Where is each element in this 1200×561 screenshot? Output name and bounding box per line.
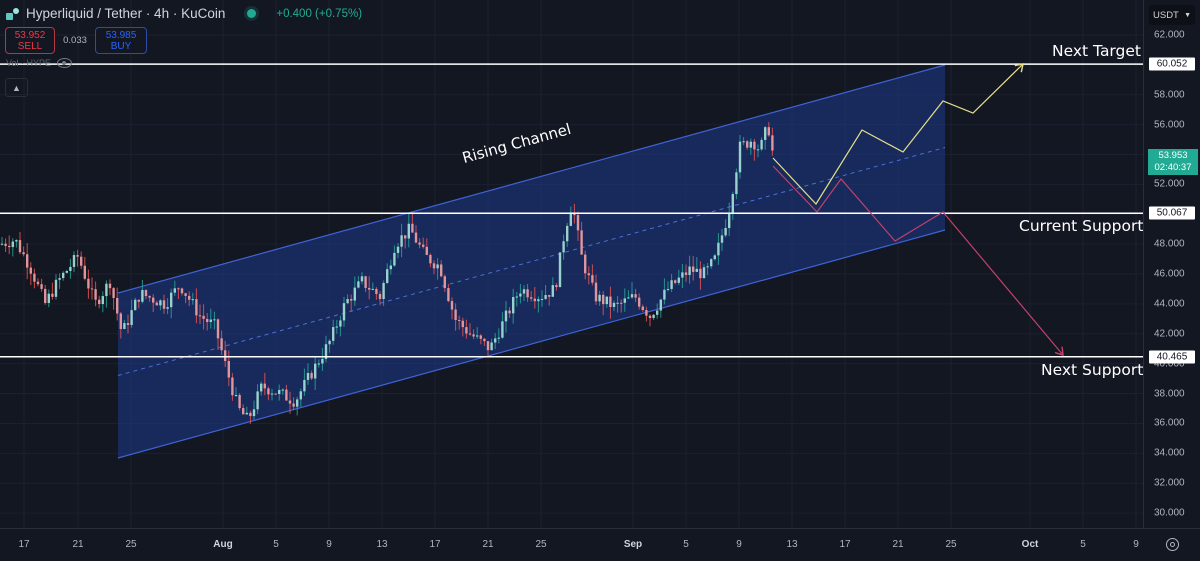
buy-label: BUY [110,40,132,52]
volume-indicator[interactable]: Vol · HYPE [6,58,73,68]
collapse-button[interactable]: ▲ [5,78,28,97]
time-tick: Aug [213,539,233,550]
time-tick: 5 [273,539,279,550]
current-price-badge: 53.953 02:40:37 [1148,149,1198,175]
next-target-label: Next Target [1052,42,1141,60]
settings-gear-icon[interactable] [1166,538,1179,551]
current-support-label: Current Support [1019,217,1144,235]
buy-button[interactable]: 53.985 BUY [95,27,147,54]
eye-icon[interactable] [57,58,73,68]
price-tick: 58.000 [1154,89,1185,101]
time-tick: 17 [839,539,851,550]
currency-select[interactable]: USDT ▼ [1149,5,1195,25]
level-label-next-support: 40.465 [1149,350,1195,364]
chevron-up-icon: ▲ [12,82,21,93]
level-label-current-support: 50.067 [1149,206,1195,220]
time-tick: 25 [125,539,137,550]
market-status-icon [247,9,257,18]
time-tick: 9 [326,539,332,550]
time-tick: 21 [72,539,84,550]
exchange-logo-icon [6,7,20,20]
rising-channel [117,64,946,459]
time-tick: 21 [482,539,494,550]
time-tick: Sep [623,539,643,550]
sell-button[interactable]: 53.952 SELL [5,27,55,54]
price-tick: 46.000 [1154,268,1185,280]
time-tick: 25 [945,539,957,550]
price-tick: 56.000 [1154,119,1185,131]
price-tick: 42.000 [1154,328,1185,340]
projection-paths [772,64,1063,355]
currency-label: USDT [1153,9,1179,21]
candlesticks [0,122,774,424]
price-tick: 30.000 [1154,507,1185,519]
time-tick: 17 [18,539,30,550]
indicator-label: Vol · HYPE [6,58,52,68]
price-tick: 34.000 [1154,447,1185,459]
time-axis[interactable] [0,528,1200,561]
bar-countdown: 02:40:37 [1154,162,1192,173]
time-tick: 9 [736,539,742,550]
time-tick: 9 [1133,539,1139,550]
buy-price: 53.985 [105,29,137,41]
price-tick: 52.000 [1154,178,1185,190]
trade-panel: 53.952 SELL 0.033 53.985 BUY [5,27,147,54]
current-price: 53.953 [1158,150,1188,161]
chevron-down-icon: ▼ [1184,11,1191,19]
time-tick: 5 [1080,539,1086,550]
next-support-label: Next Support [1041,361,1144,379]
sell-price: 53.952 [14,29,46,41]
price-axis[interactable] [1143,0,1200,528]
price-tick: 32.000 [1154,477,1185,489]
price-tick: 44.000 [1154,298,1185,310]
sell-label: SELL [17,40,43,52]
spread-value: 0.033 [63,35,87,46]
price-tick: 48.000 [1154,238,1185,250]
time-tick: 13 [786,539,798,550]
price-chart[interactable] [0,0,1143,528]
price-tick: 62.000 [1154,29,1185,41]
time-tick: 25 [535,539,547,550]
time-tick: 13 [376,539,388,550]
horizontal-levels [0,63,1143,358]
time-tick: Oct [1021,539,1039,550]
chart-header: Hyperliquid / Tether · 4h · KuCoin +0.40… [6,6,362,21]
price-change: +0.400 (+0.75%) [276,7,363,20]
symbol-title[interactable]: Hyperliquid / Tether · 4h · KuCoin [26,6,226,21]
price-tick: 36.000 [1154,417,1185,429]
price-tick: 38.000 [1154,388,1185,400]
time-tick: 5 [683,539,689,550]
level-label-target: 60.052 [1149,57,1195,71]
time-tick: 17 [429,539,441,550]
time-tick: 21 [892,539,904,550]
price-tick: 40.000 [1154,358,1185,370]
